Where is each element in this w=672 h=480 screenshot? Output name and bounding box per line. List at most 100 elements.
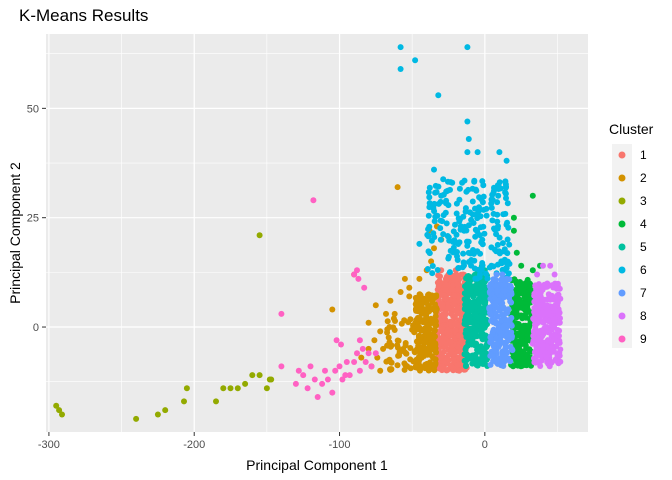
data-point	[439, 303, 446, 310]
data-point	[445, 178, 451, 185]
data-point	[437, 273, 443, 280]
data-point	[467, 317, 474, 324]
data-point	[483, 212, 490, 219]
data-point	[431, 307, 438, 314]
data-point	[336, 363, 343, 370]
data-point	[547, 262, 554, 269]
data-point	[319, 380, 326, 387]
data-point	[439, 338, 446, 345]
data-point	[420, 343, 427, 350]
data-point	[397, 44, 404, 51]
data-point	[356, 367, 363, 374]
data-point	[442, 286, 449, 293]
data-point	[426, 348, 433, 354]
data-point	[358, 354, 365, 361]
data-point	[295, 367, 302, 374]
data-point	[556, 352, 563, 359]
data-point	[469, 336, 476, 343]
data-point	[338, 341, 344, 348]
data-point	[268, 376, 275, 383]
data-point	[491, 187, 497, 194]
data-point	[413, 295, 420, 302]
data-point	[454, 281, 461, 288]
y-tick-label: 50	[27, 103, 39, 115]
data-point	[431, 234, 438, 241]
data-point	[554, 292, 561, 298]
data-point	[154, 411, 161, 418]
data-point	[524, 359, 531, 365]
data-point	[469, 185, 476, 192]
data-point	[410, 358, 417, 365]
data-point	[418, 307, 425, 314]
data-point	[463, 298, 470, 305]
data-point	[395, 352, 402, 359]
data-point	[256, 232, 263, 239]
legend-key-6	[618, 266, 626, 274]
data-point	[452, 321, 458, 327]
data-point	[351, 271, 358, 278]
data-point	[465, 222, 472, 229]
data-point	[372, 302, 379, 309]
data-point	[473, 340, 480, 347]
data-point	[429, 270, 436, 277]
data-point	[424, 266, 431, 272]
data-point	[502, 181, 509, 188]
data-point	[487, 311, 494, 318]
data-point	[545, 308, 552, 315]
data-point	[494, 241, 501, 248]
data-point	[322, 367, 328, 374]
data-point	[397, 66, 404, 72]
data-point	[394, 184, 401, 191]
data-point	[432, 313, 439, 320]
data-point	[518, 299, 525, 306]
data-point	[474, 149, 481, 156]
data-point	[387, 297, 394, 304]
data-point	[432, 347, 439, 354]
data-point	[483, 270, 489, 277]
legend-label-1: 1	[640, 148, 647, 162]
data-point	[460, 213, 467, 220]
data-point	[525, 323, 532, 329]
data-point	[427, 316, 434, 323]
data-point	[480, 322, 487, 329]
data-point	[509, 347, 516, 354]
data-point	[362, 359, 369, 365]
data-point	[453, 210, 460, 217]
data-point	[464, 242, 471, 249]
data-point	[310, 197, 317, 204]
data-point	[380, 345, 387, 352]
data-point	[487, 361, 494, 368]
x-tick-label: 0	[482, 439, 488, 451]
data-point	[414, 314, 421, 321]
data-point	[463, 312, 470, 319]
data-point	[431, 245, 437, 252]
series-cluster-7	[486, 271, 516, 369]
data-point	[463, 227, 470, 234]
data-point	[59, 411, 65, 418]
data-point	[429, 263, 436, 269]
legend-label-9: 9	[640, 332, 647, 346]
data-point	[451, 237, 458, 244]
data-point	[430, 336, 437, 343]
data-point	[498, 333, 505, 340]
data-point	[550, 345, 557, 352]
data-point	[432, 361, 439, 368]
data-point	[494, 313, 501, 320]
legend-label-4: 4	[640, 217, 647, 231]
data-point	[371, 337, 378, 344]
data-point	[432, 182, 439, 189]
data-point	[539, 285, 546, 291]
data-point	[469, 198, 476, 205]
data-point	[505, 337, 512, 344]
data-point	[540, 296, 547, 303]
data-point	[493, 248, 500, 255]
data-point	[394, 337, 401, 344]
data-point	[531, 298, 538, 305]
data-point	[473, 211, 480, 218]
data-point	[542, 328, 549, 335]
data-point	[435, 283, 442, 290]
data-point	[488, 262, 495, 269]
data-point	[460, 259, 467, 266]
data-point	[463, 188, 470, 195]
data-point	[372, 350, 379, 357]
